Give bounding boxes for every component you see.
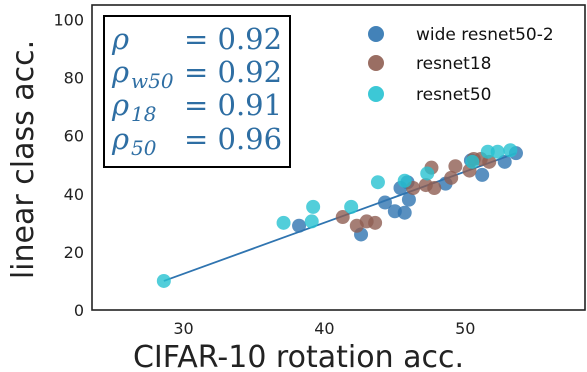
x-tick-label: 40 (314, 319, 334, 338)
legend-marker (368, 55, 384, 71)
data-point (497, 154, 512, 169)
rho-symbol: ρ (111, 122, 129, 156)
data-point (475, 167, 490, 182)
correlation-value: = 0.91 (184, 88, 282, 122)
annotation-box (103, 15, 291, 168)
axes: 0 20 40 60 80 100 30 40 50 (53, 11, 475, 338)
rho-symbol: ρ (111, 22, 129, 56)
data-point (420, 166, 435, 181)
rho-subscript: w50 (131, 69, 174, 93)
x-tick-label: 50 (455, 319, 475, 338)
data-point (306, 199, 321, 214)
x-axis-title: CIFAR-10 rotation acc. (133, 340, 464, 372)
data-point (503, 143, 518, 158)
legend-label: resnet18 (416, 54, 491, 74)
plot-border (91, 4, 586, 311)
y-tick-label: 0 (74, 301, 84, 320)
correlation-value: = 0.92 (184, 55, 282, 89)
legend: wide resnet50-2 resnet18 resnet50 (368, 25, 554, 105)
data-point (397, 205, 412, 220)
data-point (490, 144, 505, 159)
plot-frame (91, 4, 586, 311)
legend-marker (368, 26, 384, 42)
data-point (276, 215, 291, 230)
points-layer (156, 143, 523, 288)
data-point (304, 214, 319, 229)
correlation-value: = 0.92 (184, 22, 282, 56)
data-point (156, 273, 171, 288)
x-tick-label: 30 (173, 319, 193, 338)
legend-label: resnet50 (416, 85, 491, 105)
data-point (368, 215, 383, 230)
y-tick-label: 60 (64, 127, 84, 146)
data-point (370, 175, 385, 190)
rho-symbol: ρ (111, 88, 129, 122)
data-point (377, 195, 392, 210)
correlation-value: = 0.96 (184, 122, 282, 156)
legend-marker (368, 86, 384, 102)
data-point (344, 199, 359, 214)
data-point (335, 210, 350, 225)
legend-label: wide resnet50-2 (416, 25, 554, 45)
data-point (427, 181, 442, 195)
data-point (480, 144, 495, 159)
y-tick-label: 80 (64, 69, 84, 88)
y-axis-title: linear class acc. (6, 40, 41, 279)
correlation-annotation: ρ = 0.92ρ w50 = 0.92ρ 18 = 0.91ρ 50 = 0.96 (103, 15, 291, 168)
rho-subscript: 50 (131, 136, 157, 160)
y-tick-label: 100 (53, 11, 84, 30)
data-point (465, 154, 480, 169)
data-point (292, 218, 307, 233)
data-point (448, 159, 463, 174)
data-point (397, 173, 412, 188)
rho-subscript: 18 (131, 102, 156, 126)
y-tick-label: 20 (64, 243, 84, 262)
data-point (401, 192, 416, 207)
y-tick-label: 40 (64, 185, 84, 204)
data-point (444, 170, 459, 185)
rho-symbol: ρ (111, 55, 129, 89)
